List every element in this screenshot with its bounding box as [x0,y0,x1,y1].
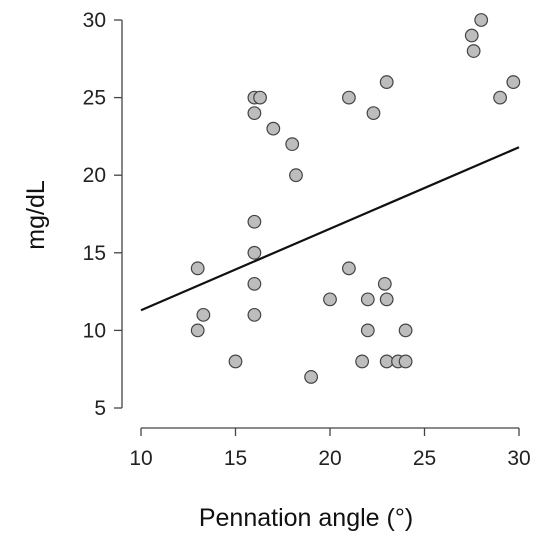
data-point [247,214,262,229]
data-point [323,292,337,307]
axes [121,20,519,429]
data-point [377,276,392,291]
y-tick-label: 10 [83,319,106,342]
data-point [360,292,375,307]
y-axis-title: mg/dL [22,180,50,250]
data-point [247,106,262,121]
data-point [342,261,356,276]
x-tick-label: 10 [129,447,152,470]
y-axis-ticks: 5 10 15 20 25 30 [83,9,122,420]
y-tick-label: 25 [83,87,106,110]
data-point [464,28,479,43]
data-point [190,261,205,276]
data-point [398,354,413,369]
data-point [247,307,262,322]
data-point [398,323,413,338]
data-point [247,276,262,291]
trend-layer [140,146,520,312]
y-tick-label: 20 [83,164,106,187]
data-point [366,106,381,121]
data-point [466,44,481,58]
data-point [190,323,205,338]
data-point [247,245,262,260]
y-tick-label: 15 [83,242,106,265]
x-tick-label: 25 [413,447,436,470]
x-axis-ticks: 10 15 20 25 30 [129,428,531,470]
y-tick-label: 30 [83,9,106,32]
x-tick-label: 20 [318,447,341,470]
x-tick-label: 15 [224,447,247,470]
data-point [266,121,281,136]
x-axis-title: Pennation angle (°) [199,504,413,532]
y-tick-label: 5 [94,397,106,420]
data-point [506,75,521,89]
data-point [304,370,319,384]
data-point [379,292,394,307]
data-point [228,354,243,369]
points-layer [190,13,521,384]
data-point [342,90,356,105]
data-point [285,137,300,152]
data-point [379,75,394,89]
data-point [196,307,211,322]
data-point [379,354,394,369]
data-point [474,13,489,27]
data-point [355,354,370,369]
data-point [289,168,303,183]
data-point [253,90,267,105]
data-point [493,90,508,105]
x-tick-label: 30 [507,447,530,470]
trend-line [140,146,520,312]
data-point [360,323,375,338]
